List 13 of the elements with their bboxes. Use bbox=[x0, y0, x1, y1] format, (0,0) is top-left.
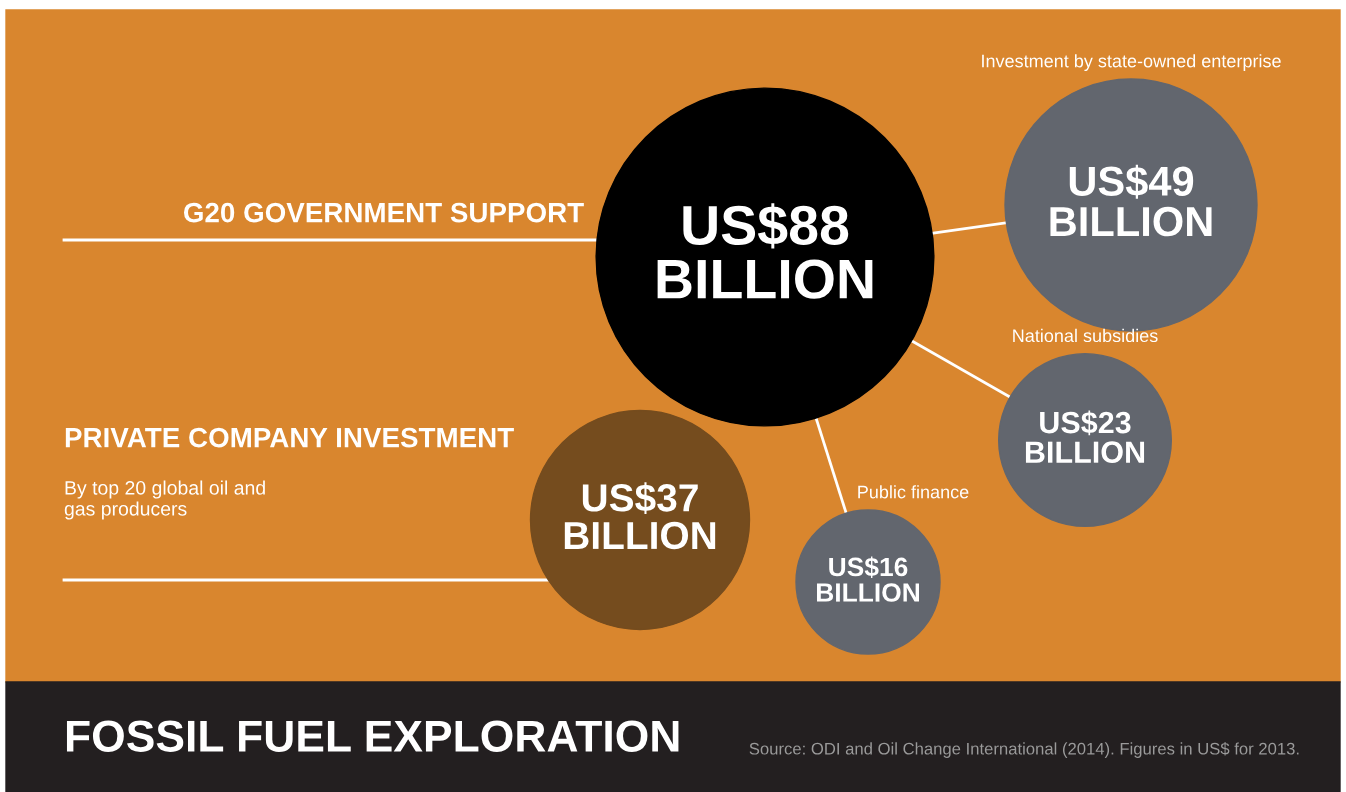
source-note: Source: ODI and Oil Change International (2014). Figures in US$ for 2013. bbox=[749, 742, 1299, 758]
data-label: US$88 BILLION bbox=[657, 203, 873, 299]
category-label: PRIVATE COMPANY INVESTMENT bbox=[65, 427, 514, 448]
category-label: G20 GOVERNMENT SUPPORT bbox=[183, 202, 584, 223]
category-label: Public finance bbox=[858, 485, 969, 499]
text: By top 20 global oil and gas producers bbox=[64, 480, 265, 520]
data-label: US$23 BILLION bbox=[1025, 410, 1145, 463]
data-label: US$49 BILLION bbox=[1050, 164, 1212, 237]
data-label: US$37 BILLION bbox=[564, 482, 716, 550]
text: FOSSIL FUEL EXPLORATION bbox=[66, 720, 679, 752]
data-label: US$16 BILLION bbox=[817, 556, 919, 602]
category-label: Investment by state-owned enterprise bbox=[982, 54, 1281, 71]
category-label: National subsidies bbox=[1013, 328, 1158, 343]
